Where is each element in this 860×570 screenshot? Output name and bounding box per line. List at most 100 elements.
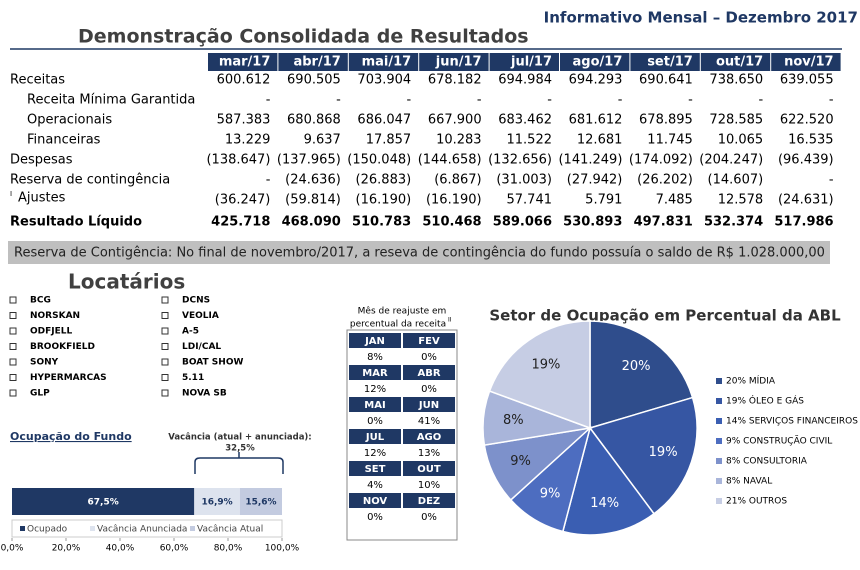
bar: [12, 488, 195, 515]
cell: (59.814): [285, 193, 341, 208]
legend-swatch: [20, 526, 25, 531]
cell: 738.650: [709, 73, 763, 88]
x-tick-label: 80,0%: [214, 544, 243, 554]
cell: 667.900: [428, 113, 482, 128]
legend-label: Ocupado: [27, 525, 68, 535]
cell: 12.681: [577, 133, 623, 148]
month: MAR: [362, 368, 388, 379]
cell: (26.883): [356, 173, 412, 188]
cell: 10.283: [436, 133, 482, 148]
checkbox: [9, 374, 17, 381]
cell: 57.741: [507, 193, 553, 208]
chart-title: Setor de Ocupação em Percentual da ABL: [489, 307, 841, 325]
tenant: BCG: [30, 296, 51, 306]
legend-swatch: [90, 526, 95, 531]
checkbox: [161, 343, 169, 350]
header-cell: [560, 53, 630, 71]
cell: 517.986: [774, 215, 833, 230]
month-cell: [349, 365, 401, 380]
header-cell: [278, 53, 348, 71]
legend-label: 21% OUTROS: [726, 497, 787, 507]
cell: (144.658): [418, 153, 482, 168]
header-cell: [348, 53, 419, 71]
cell: 510.783: [352, 215, 411, 230]
percent: 0%: [367, 512, 383, 523]
column-header: set/17: [647, 55, 693, 70]
column-header: jul/17: [510, 55, 552, 70]
slice: [588, 396, 698, 515]
cell: 425.718: [211, 215, 270, 230]
cell: -: [477, 93, 482, 108]
cell: (204.247): [699, 153, 763, 168]
readjust-title: percentual da receita: [350, 320, 446, 330]
note-bar: [8, 241, 830, 264]
x-tick-label: 0,0%: [1, 544, 24, 554]
month: OUT: [417, 464, 441, 475]
note-mark: II: [448, 317, 452, 324]
cell: (26.202): [637, 173, 693, 188]
row-label: Receita Mínima Garantida: [27, 93, 195, 108]
legend-label: 9% CONSTRUÇÃO CIVIL: [726, 436, 832, 447]
legend-box: [11, 519, 283, 538]
header-cell: [700, 53, 771, 71]
legend-label: 8% CONSULTORIA: [726, 457, 808, 467]
month: SET: [365, 464, 386, 475]
cell: -: [829, 93, 834, 108]
cell: 10.065: [718, 133, 764, 148]
legend-swatch: [716, 378, 722, 384]
month: MAI: [364, 400, 385, 411]
cell: -: [266, 173, 271, 188]
cell: 587.383: [217, 113, 271, 128]
cell: 530.893: [563, 215, 622, 230]
cell: -: [829, 173, 834, 188]
month-cell: [349, 429, 401, 444]
slice-label: 14%: [590, 496, 619, 511]
cell: 11.745: [647, 133, 693, 148]
cell: (137.965): [277, 153, 341, 168]
tenant: SONY: [30, 358, 59, 368]
legend-label: 19% ÓLEO E GÁS: [726, 395, 804, 407]
row-label: Operacionais: [27, 113, 112, 128]
cell: 622.520: [780, 113, 834, 128]
cell: 497.831: [634, 215, 693, 230]
x-tick-label: 40,0%: [106, 544, 135, 554]
column-header: abr/17: [293, 55, 340, 70]
header-cell: [630, 53, 700, 71]
legend-swatch: [716, 498, 722, 504]
tenant: DCNS: [182, 296, 210, 306]
cell: 532.374: [704, 215, 763, 230]
tenant: NOVA SB: [182, 389, 227, 399]
legend-swatch: [190, 526, 195, 531]
cell: 683.462: [498, 113, 552, 128]
cell: -: [336, 93, 341, 108]
month-cell: [403, 429, 455, 444]
cell: (31.003): [496, 173, 552, 188]
cell: (6.867): [434, 173, 481, 188]
cell: 510.468: [422, 215, 481, 230]
slice-label: 9%: [510, 454, 531, 469]
value-label: 16,9%: [201, 498, 232, 508]
legend-swatch: [716, 398, 722, 404]
cell: -: [266, 93, 271, 108]
bracket: [194, 452, 284, 474]
month: JUN: [418, 400, 439, 411]
row-label: Reserva de contingência: [10, 173, 170, 188]
percent: 0%: [421, 512, 437, 523]
title-bg: [70, 26, 490, 48]
cell: (24.631): [778, 193, 834, 208]
checkbox: [161, 389, 169, 397]
month-cell: [349, 461, 401, 476]
row-label: Financeiras: [27, 133, 101, 148]
cell: 681.612: [569, 113, 623, 128]
column-header: mai/17: [362, 55, 412, 70]
slice-label: 8%: [503, 413, 524, 428]
bar: [194, 488, 240, 515]
slice-label: 19%: [649, 445, 678, 460]
tenant: ODFJELL: [30, 327, 73, 337]
header-cell: [771, 53, 841, 71]
column-header: mar/17: [219, 55, 271, 70]
annotation: Vacância (atual + anunciada):: [168, 433, 311, 443]
x-tick-label: 20,0%: [52, 544, 81, 554]
cell: 703.904: [357, 73, 411, 88]
cell: (16.190): [426, 193, 482, 208]
